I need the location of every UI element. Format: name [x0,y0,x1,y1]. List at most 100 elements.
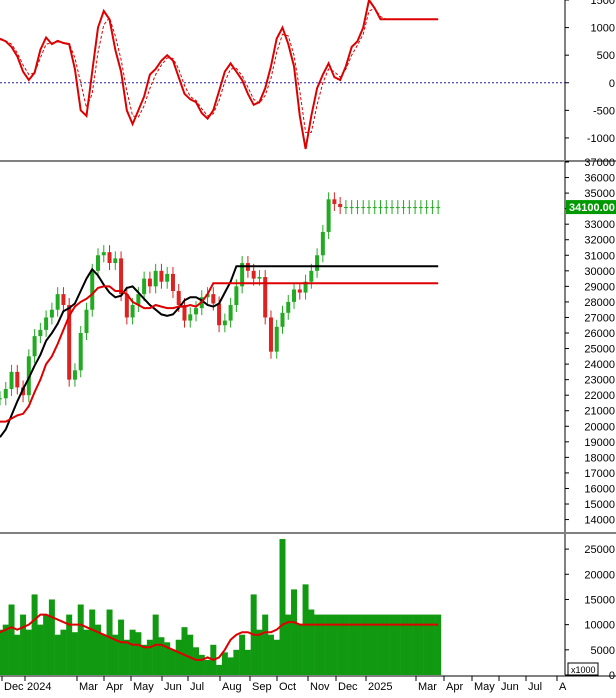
candle-body [263,277,268,318]
volume-bar [354,614,361,675]
macd-y-tick-label: -1000 [587,133,615,145]
price-y-tick-label: 19000 [584,437,615,449]
volume-bar [2,624,9,675]
volume-bar [308,609,315,675]
volume-bar [423,614,430,675]
volume-bar [435,614,442,675]
candle-body [251,270,256,279]
volume-bar [377,614,384,675]
candle-body [78,333,83,371]
volume-bar [267,634,274,675]
volume-bar [337,614,344,675]
candle-body [424,207,429,209]
volume-bar [129,629,136,675]
candle-body [332,199,337,204]
candle-body [401,207,406,209]
candle-body [234,286,239,306]
candle-body [430,207,435,209]
volume-bar [342,614,349,675]
candle-body [119,258,124,295]
candle-body [113,258,118,264]
candle-body [96,255,101,271]
volume-bar [181,627,188,675]
panel-separators [0,160,616,677]
candle-body [297,289,302,293]
volume-bar [48,599,55,675]
candle-body [436,207,441,209]
volume-bar [187,634,194,675]
volume-bar [141,644,148,675]
volume-bar [400,614,407,675]
candle-body [326,199,331,232]
candle-body [240,263,245,287]
volume-bar [429,614,436,675]
x-tick-label: Jun [501,681,519,693]
candle-body [182,305,187,321]
volume-bar [233,649,240,675]
volume-bar [77,604,84,675]
candle-body [366,207,371,209]
volume-bar [158,637,165,675]
candle-body [3,388,8,399]
price-y-tick-label: 17000 [584,468,615,480]
price-y-tick-label: 28000 [584,297,615,309]
volume-bar [239,634,246,675]
volume-bar [291,589,298,675]
candle-body [413,207,418,209]
x-tick-label: Nov [310,681,330,693]
volume-bar [406,614,413,675]
volume-bar [112,634,119,675]
candle-body [343,207,348,209]
volume-y-tick-label: 20000 [584,569,615,581]
macd-y-tick-label: -500 [593,105,615,117]
candle-body [320,231,325,256]
candle-body [101,252,106,256]
volume-bar [325,614,332,675]
volume-bar [43,614,50,675]
price-y-tick-label: 27000 [584,312,615,324]
x-tick-label: Oct [279,681,296,693]
x-tick-label: Dec [4,681,24,693]
volume-y-tick-label: 25000 [584,544,615,556]
candle-body [170,273,175,292]
price-y-tick-label: 18000 [584,452,615,464]
volume-bar [54,634,61,675]
candle-body [407,207,412,209]
candle-body [38,329,43,337]
candle-body [315,255,320,271]
volume-bar [279,539,286,675]
x-axis: Dec 2024 Mar Apr May Jun Jul Aug Sep Oct Nov Dec 202… [1,676,567,693]
candle-body [84,309,89,334]
price-y-tick-label: 23000 [584,375,615,387]
candle-body [165,273,170,282]
candle-body [49,309,54,318]
candle-body [268,317,273,352]
volume-bar [273,639,280,675]
candle-body [286,301,291,313]
volume-bar [123,639,130,675]
price-y-tick-label: 35000 [584,188,615,200]
candle-body [67,305,72,380]
candle-body [309,270,314,282]
volume-unit-frame [567,662,599,676]
price-y-tick-label: 25000 [584,344,615,356]
volume-bar [244,649,251,675]
macd-macd-line [0,0,439,150]
x-tick-label: A [559,681,567,693]
candle-body [44,317,49,330]
candle-body [188,314,193,321]
candle-body [90,270,95,310]
candle-body [159,270,164,282]
price-y-tick-label: 15000 [584,499,615,511]
price-y-tick-label: 37000 [584,157,615,169]
volume-bar [37,624,44,675]
volume-bar [314,614,321,675]
candle-body [228,305,233,321]
volume-bar [8,604,15,675]
candle-body [418,207,423,209]
volume-bar [89,609,96,675]
volume-bar [83,629,90,675]
volume-bar [296,624,303,675]
candle-body [378,207,383,209]
price-y-tick-label: 26000 [584,328,615,340]
